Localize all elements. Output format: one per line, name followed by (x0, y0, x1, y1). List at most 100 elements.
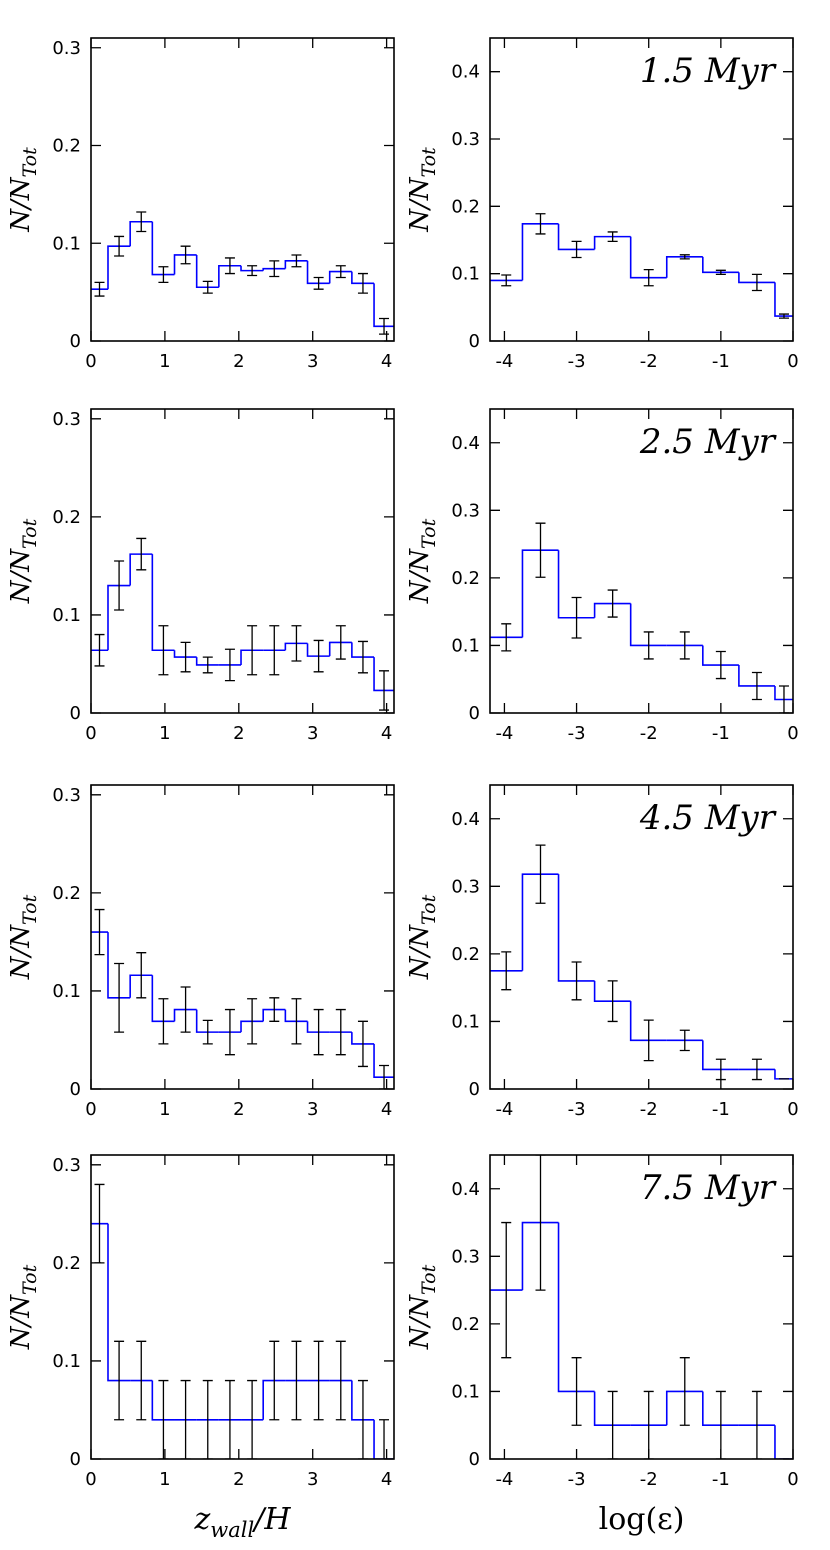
x-tick-label: 3 (307, 1469, 318, 1490)
y-axis-label: N/NTot (6, 894, 41, 980)
error-bar (751, 1058, 762, 1081)
error-bar (94, 633, 105, 667)
x-tick-label: -2 (640, 1099, 658, 1120)
x-tick-label: 3 (307, 351, 318, 372)
x-tick-label: 0 (85, 1469, 96, 1490)
panel: 0 0.1 0.2 0.3 0.4 -4 -3 -2 -1 0 N/NTot 4.5 Myr (405, 784, 799, 1120)
error-bar (778, 685, 789, 713)
x-tick-label: 1 (159, 351, 170, 372)
error-bar (180, 986, 191, 1033)
y-tick-label: 0.2 (52, 136, 81, 157)
x-axis-label-part: log(ε) (599, 1502, 685, 1537)
x-axis-label-part: z (193, 1502, 210, 1537)
error-bar (379, 1419, 390, 1459)
panel: 0 0.1 0.2 0.3 0 1 2 3 4 N/NTot zwall/H (6, 1154, 395, 1542)
histogram-bin (351, 1380, 375, 1421)
histogram-bin (151, 975, 175, 1023)
error-bar (158, 1379, 169, 1459)
error-bar (715, 1390, 726, 1459)
histogram-bin (306, 260, 330, 285)
frame (90, 1154, 395, 1460)
error-bar (247, 998, 258, 1045)
error-bar (136, 1340, 147, 1421)
histogram-bin (557, 223, 595, 251)
x-tick-label: 0 (787, 351, 798, 372)
error-bar (180, 245, 191, 265)
histogram-bin (629, 1001, 667, 1042)
x-tick-label: -4 (495, 723, 513, 744)
x-tick-label: 4 (381, 1469, 392, 1490)
y-axis-label-main: N/N (405, 924, 435, 981)
frame (90, 408, 395, 714)
histogram-bin (774, 1069, 793, 1080)
histogram-bin (328, 641, 352, 657)
histogram-bin (351, 1032, 375, 1045)
histogram-bin (702, 1391, 739, 1427)
error-bar (379, 317, 390, 335)
x-axis-label: log(ε) (599, 1502, 685, 1537)
y-tick-label: 0.3 (52, 785, 81, 806)
x-tick-label: 0 (85, 351, 96, 372)
x-tick-label: -2 (640, 723, 658, 744)
y-axis-label-sub: Tot (418, 1264, 440, 1295)
x-tick-label: 2 (233, 723, 244, 744)
error-bar (535, 213, 546, 235)
annotation: 7.5 Myr (640, 1168, 777, 1208)
histogram-bin (129, 974, 153, 998)
error-bar (158, 998, 169, 1045)
histogram-bin (151, 1380, 175, 1421)
error-bar (291, 998, 302, 1045)
error-bar (501, 1221, 512, 1359)
y-tick-label: 0.3 (52, 409, 81, 430)
y-axis-label-sub: Tot (418, 518, 440, 549)
y-tick-label: 0.2 (52, 507, 81, 528)
frame (489, 37, 794, 342)
histogram-bin (521, 873, 559, 971)
error-bar (224, 1379, 235, 1459)
error-bar (202, 656, 213, 674)
x-tick-label: -2 (640, 351, 658, 372)
plot-area (91, 211, 394, 335)
error-bar (357, 640, 368, 674)
x-tick-label: -3 (568, 723, 586, 744)
y-tick-label: 0 (70, 331, 81, 352)
histogram-bin (593, 1391, 631, 1427)
y-axis-label: N/NTot (6, 147, 41, 233)
annotation: 2.5 Myr (639, 422, 777, 462)
y-axis-label: N/NTot (405, 894, 440, 980)
y-axis-label: N/NTot (405, 1264, 440, 1350)
y-tick-label: 0 (469, 1449, 480, 1470)
x-tick-label: -3 (568, 351, 586, 372)
error-bar (224, 1008, 235, 1056)
annotation: 4.5 Myr (639, 798, 777, 838)
error-bar (751, 1390, 762, 1459)
y-tick-label: 0.2 (52, 1253, 81, 1274)
y-axis-label-main: N/N (6, 924, 36, 981)
annotation: 1.5 Myr (640, 51, 777, 91)
error-bar (335, 625, 346, 660)
error-bar (313, 1340, 324, 1421)
histogram-bin (521, 549, 559, 638)
histogram-bin (593, 235, 631, 250)
x-tick-label: -4 (495, 1099, 513, 1120)
y-tick-label: 0 (469, 331, 480, 352)
error-bar (224, 257, 235, 275)
error-bar (94, 281, 105, 297)
error-bar (291, 625, 302, 662)
error-bar (379, 1064, 390, 1089)
error-bar (94, 908, 105, 956)
histogram-bin (521, 1221, 559, 1291)
error-bar (313, 276, 324, 290)
error-bar (379, 670, 390, 711)
histogram-bin (557, 874, 595, 982)
y-tick-label: 0.3 (52, 1155, 81, 1176)
x-tick-label: 0 (85, 1099, 96, 1120)
error-bar (136, 952, 147, 999)
x-tick-label: -1 (712, 1469, 730, 1490)
frame (90, 784, 395, 1090)
y-axis-label: N/NTot (6, 1264, 41, 1350)
error-bar (180, 641, 191, 673)
histogram-bin (107, 932, 131, 999)
error-bar (643, 631, 654, 660)
